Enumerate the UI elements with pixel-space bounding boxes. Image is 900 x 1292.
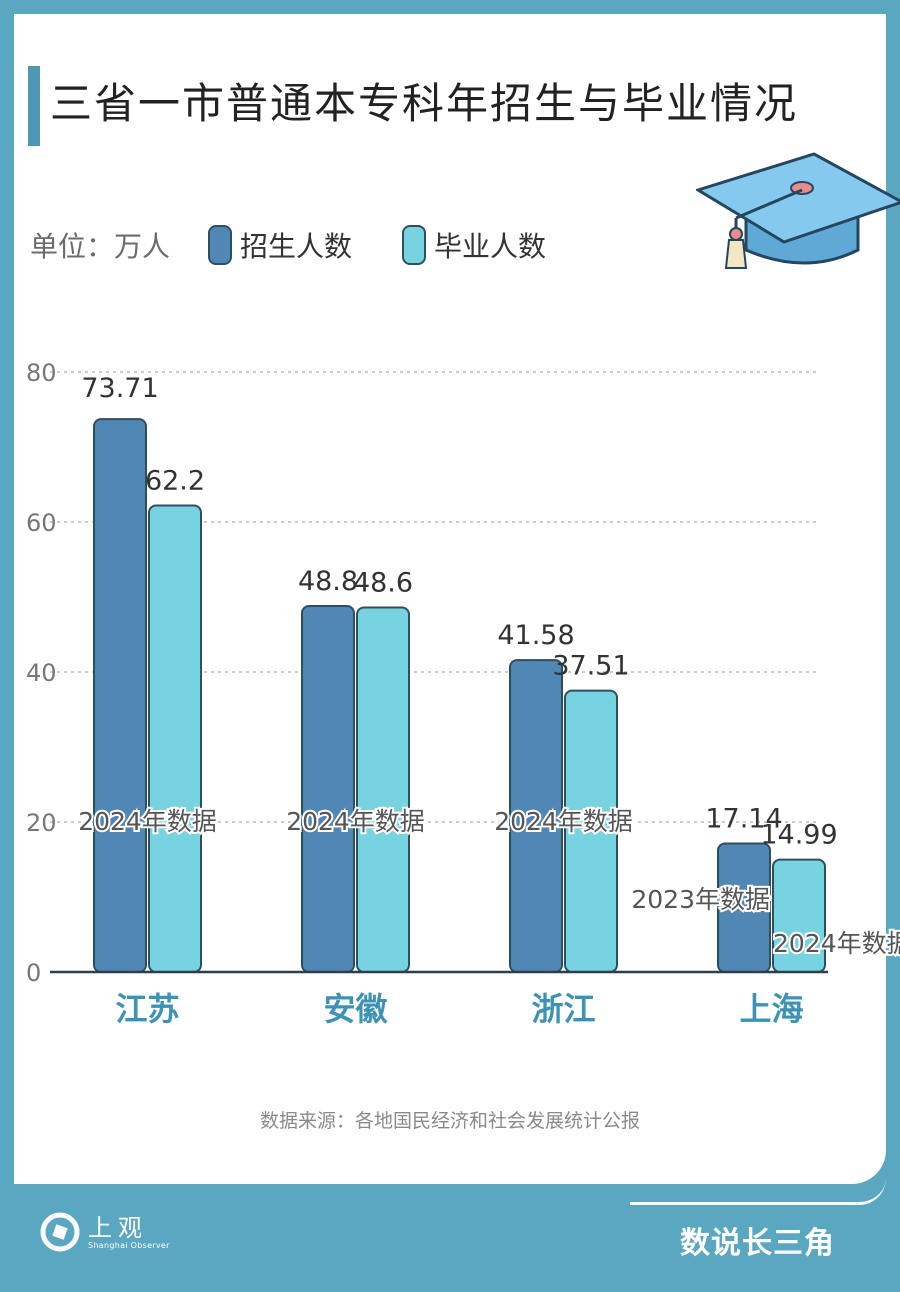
data-label: 73.71 <box>81 373 158 404</box>
annotation-label: 2024年数据 <box>494 807 633 836</box>
chart-title: 三省一市普通本专科年招生与毕业情况 <box>50 79 799 128</box>
bar-graduates <box>356 606 410 973</box>
y-tick-label: 20 <box>26 809 57 837</box>
y-tick-label: 80 <box>26 359 57 387</box>
y-tick-label: 40 <box>26 659 57 687</box>
data-label: 37.51 <box>552 651 629 682</box>
logo-main: 上观 <box>88 1213 148 1242</box>
y-tick-label: 0 <box>26 959 41 987</box>
legend-swatch-enrollment <box>208 225 233 265</box>
legend-item-graduates: 毕业人数 <box>402 225 546 265</box>
title-accent-bar <box>28 66 40 146</box>
data-label: 41.58 <box>497 620 574 651</box>
x-tick-label: 浙江 <box>531 990 595 1028</box>
logo-mark-icon <box>40 1212 80 1252</box>
corner-accent <box>630 1178 886 1205</box>
legend: 单位：万人 招生人数 毕业人数 <box>30 222 596 268</box>
annotation-label: 2024年数据 <box>78 807 217 836</box>
x-tick-label: 上海 <box>739 990 803 1028</box>
bar-enrollment <box>301 605 355 973</box>
annotation-label: 2023年数据 <box>631 885 770 914</box>
x-tick-label: 江苏 <box>115 990 179 1028</box>
logo: 上观 Shanghai Observer <box>40 1212 170 1252</box>
annotation-label: 2024年数据 <box>773 929 900 958</box>
data-label: 48.6 <box>353 568 413 599</box>
data-source: 数据来源：各地国民经济和社会发展统计公报 <box>259 1110 640 1132</box>
data-label: 62.2 <box>145 466 205 497</box>
legend-swatch-graduates <box>402 225 427 265</box>
x-tick-label: 安徽 <box>323 990 388 1028</box>
bar-chart: 0 20 40 60 80 73.71 62.2 江苏 48.848.6 安徽 41.5837.51… <box>26 359 900 1028</box>
y-tick-label: 60 <box>26 509 57 537</box>
graduation-cap-icon <box>696 152 900 269</box>
data-label: 14.99 <box>760 820 837 851</box>
legend-item-enrollment: 招生人数 <box>208 225 352 265</box>
bar-enrollment <box>93 418 147 973</box>
brand-label: 数说长三角 <box>680 1226 835 1261</box>
data-label: 17.14 <box>705 803 782 834</box>
logo-sub: Shanghai Observer <box>88 1240 170 1250</box>
unit-label: 单位：万人 <box>30 230 171 263</box>
bar-graduates <box>148 504 202 973</box>
legend-label-enrollment: 招生人数 <box>240 230 353 263</box>
data-label: 48.8 <box>298 566 358 597</box>
legend-label-graduates: 毕业人数 <box>434 230 547 263</box>
logo-text: 上观 Shanghai Observer <box>88 1215 170 1250</box>
annotation-label: 2024年数据 <box>286 807 425 836</box>
